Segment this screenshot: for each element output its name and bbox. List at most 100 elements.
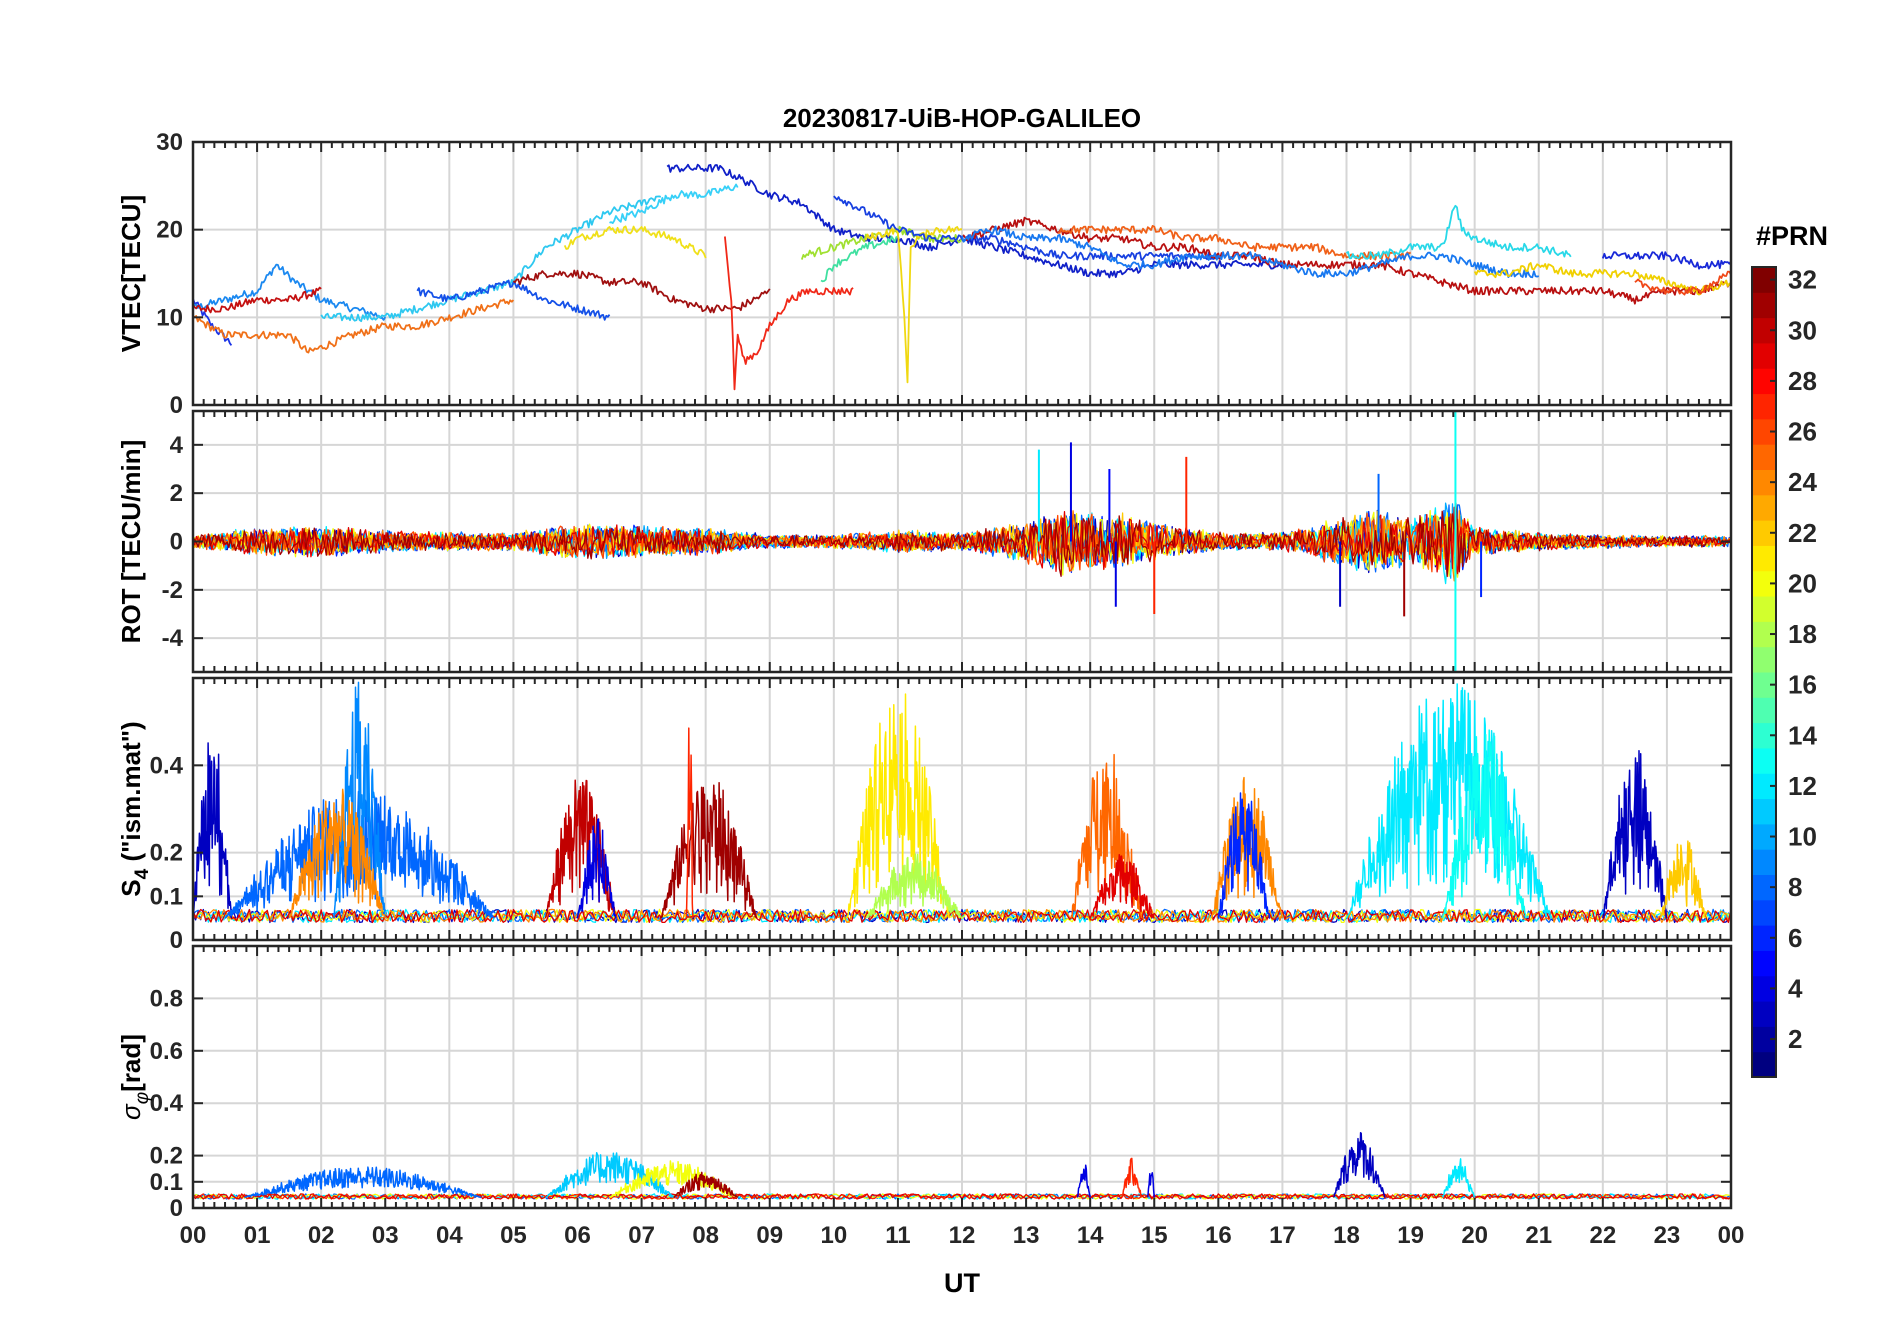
x-tick-label: 11 (885, 1222, 910, 1249)
colorbar-tick-label: 30 (1788, 315, 1817, 345)
y-tick-label: 0 (170, 529, 183, 556)
x-tick-label: 14 (1077, 1222, 1104, 1249)
s4-burst-prn-30 (544, 779, 617, 919)
x-tick-labels: 00 01 02 03 04 05 06 07 08 09 10 11 12 13 14 15 16 17 18 19… (180, 1222, 1745, 1249)
y-tick-label: 0.8 (150, 985, 183, 1012)
y-tick-label: 2 (170, 480, 183, 507)
vtec-line-prn-21 (865, 225, 963, 384)
s4-burst-prn-27 (685, 727, 694, 919)
colorbar-swatch (1752, 444, 1776, 470)
s4-base-prn-20 (193, 908, 1731, 924)
x-tick-label: 10 (820, 1222, 847, 1249)
colorbar-tick-label: 12 (1788, 771, 1817, 801)
x-tick-label: 12 (949, 1222, 976, 1249)
vtec-line-prn-6 (416, 279, 611, 321)
colorbar-swatch (1752, 697, 1776, 724)
colorbar-swatch (1752, 494, 1776, 521)
colorbar-tick-label: 32 (1788, 265, 1817, 295)
sigma-burst-prn-4 (1076, 1164, 1091, 1198)
colorbar-tick-label: 16 (1788, 670, 1817, 700)
y-tick-label: 20 (156, 217, 183, 244)
colorbar-swatch (1752, 849, 1776, 875)
vtec-line-prn-31 (512, 269, 771, 314)
colorbar-swatch (1752, 747, 1776, 774)
y-tick-label: 0.6 (150, 1038, 183, 1065)
y-tick-label: 0.4 (150, 1090, 184, 1117)
vtec-line-prn-4 (666, 163, 1284, 279)
s4-burst-prn-4 (576, 818, 617, 919)
sigma-burst-prn-12 (1441, 1158, 1476, 1198)
x-tick-label: 03 (372, 1222, 399, 1249)
x-ticks-sigma_phi (192, 946, 1732, 1208)
s4-base-prn-12 (193, 908, 1731, 924)
y-tick-labels-vtec: 0 10 20 30 (156, 129, 1731, 419)
colorbar-tick-label: 8 (1788, 872, 1802, 902)
vtec-line-prn-30 (193, 286, 322, 314)
grid-sigma_phi (192, 946, 1732, 1209)
x-tick-label: 21 (1525, 1222, 1552, 1249)
x-tick-label: 01 (244, 1222, 271, 1249)
y-tick-label: 0.2 (150, 840, 183, 867)
x-ticks-s4 (192, 678, 1732, 940)
colorbar-swatch (1752, 342, 1776, 369)
sigma-burst-prn-4 (1147, 1172, 1156, 1198)
colorbar-tick-label: 14 (1788, 720, 1817, 750)
y-axis-label-rot: ROT [TECU/min] (116, 440, 146, 644)
vtec-line-prn-24 (193, 298, 515, 354)
x-tick-label: 00 (180, 1222, 207, 1249)
x-tick-label: 23 (1654, 1222, 1681, 1249)
y-axis-label-sigma_phi: σφ[rad] (116, 1034, 153, 1120)
s4-burst-prn-29 (1089, 853, 1155, 919)
series-s4 (193, 681, 1731, 924)
colorbar-swatch (1752, 646, 1776, 673)
sigma-burst-prn-3 (1333, 1131, 1386, 1198)
s4-burst-prn-18 (865, 853, 963, 919)
colorbar-swatch (1752, 1051, 1776, 1078)
vtec-line-prn-27 (724, 236, 854, 391)
y-tick-label: 0 (170, 392, 183, 419)
colorbar-swatch (1752, 292, 1776, 319)
y-tick-label: 4 (170, 432, 184, 459)
y-tick-label: 10 (156, 304, 183, 331)
colorbar-tick-label: 2 (1788, 1024, 1802, 1054)
colorbar-swatch (1752, 798, 1776, 825)
sigma-burst-prn-31 (673, 1171, 739, 1199)
vtec-line-prn-26 (1634, 270, 1731, 296)
series-vtec (193, 163, 1731, 391)
sigma-burst-prn-20 (609, 1160, 739, 1199)
y-tick-label: 0.4 (150, 752, 184, 779)
s4-burst-prn-24 (288, 788, 387, 919)
x-tick-label: 02 (308, 1222, 335, 1249)
vtec-line-prn-8 (193, 263, 387, 321)
colorbar-frame (1751, 266, 1777, 1078)
s4-burst-prn-3 (193, 742, 233, 919)
colorbar-swatch (1752, 596, 1776, 622)
colorbar-tick-label: 26 (1788, 417, 1817, 447)
x-tick-label: 07 (628, 1222, 655, 1249)
panel-sigma_phi: 00.10.20.40.60.8σφ[rad]00 01 02 03 04 05 06 07 0… (116, 944, 1745, 1249)
y-tick-label: -2 (162, 577, 183, 604)
x-tick-label: 13 (1013, 1222, 1040, 1249)
y-tick-label: 0.1 (150, 883, 183, 910)
y-tick-label: 0 (170, 927, 183, 954)
y-tick-label: 0.1 (150, 1169, 183, 1196)
colorbar-swatch (1752, 393, 1776, 420)
x-tick-label: 00 (1718, 1222, 1745, 1249)
s4-burst-prn-12 (1345, 683, 1553, 919)
x-tick-label: 19 (1397, 1222, 1424, 1249)
y-tick-labels-s4: 0 0.1 0.2 0.4 (150, 752, 1731, 954)
x-axis-label: UT (944, 1268, 980, 1298)
x-tick-label: 09 (756, 1222, 783, 1249)
y-axis-label-vtec: VTEC[TECU] (116, 195, 146, 352)
panel-rot: -4 -2 0 2 4 ROT [TECU/min] (116, 409, 1733, 674)
sigma-burst-prn-27 (1121, 1157, 1143, 1198)
vtec-line-prn-9 (961, 225, 1540, 279)
vtec-line-prn-14 (820, 235, 899, 283)
colorbar-swatch (1752, 1001, 1776, 1027)
colorbar-swatch (1752, 950, 1776, 977)
y-axis-label-s4: S4 ("ism.mat") (116, 721, 153, 896)
s4-burst-prn-6 (1217, 792, 1271, 919)
colorbar-swatch (1752, 545, 1776, 572)
x-tick-label: 15 (1141, 1222, 1168, 1249)
